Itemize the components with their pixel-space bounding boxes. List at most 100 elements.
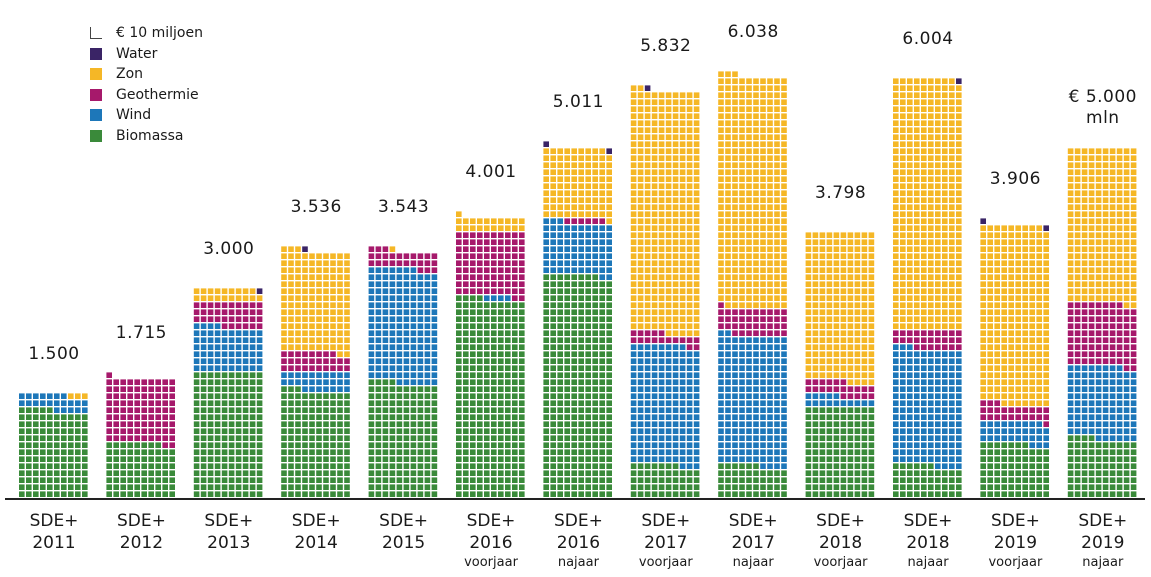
waffle-square-zon: [907, 176, 913, 182]
waffle-square-biomassa: [309, 491, 315, 497]
waffle-square-biomassa: [155, 491, 161, 497]
waffle-square-biomassa: [456, 379, 462, 385]
waffle-square-zon: [914, 162, 920, 168]
waffle-square-geothermie: [578, 218, 584, 224]
waffle-square-zon: [672, 197, 679, 203]
waffle-square-wind: [746, 351, 752, 357]
waffle-square-wind: [732, 456, 738, 462]
waffle-square-wind: [557, 232, 563, 238]
waffle-square-biomassa: [82, 477, 88, 483]
waffle-square-zon: [679, 218, 686, 224]
waffle-square-zon: [760, 246, 766, 252]
waffle-square-biomassa: [463, 351, 469, 357]
waffle-square-biomassa: [812, 484, 819, 490]
waffle-square-wind: [578, 225, 584, 231]
waffle-square-zon: [753, 253, 759, 259]
waffle-square-zon: [840, 246, 847, 252]
waffle-square-biomassa: [193, 372, 200, 378]
waffle-square-biomassa: [463, 400, 469, 406]
waffle-square-biomassa: [148, 484, 154, 490]
waffle-square-biomassa: [1036, 484, 1042, 490]
waffle-square-wind: [637, 372, 644, 378]
waffle-square-zon: [1008, 274, 1014, 280]
waffle-square-biomassa: [410, 463, 417, 469]
waffle-square-zon: [767, 260, 773, 266]
waffle-square-zon: [732, 85, 738, 91]
waffle-square-zon: [718, 85, 724, 91]
waffle-square-biomassa: [1102, 449, 1109, 455]
waffle-square-biomassa: [323, 470, 329, 476]
waffle-square-wind: [679, 449, 686, 455]
waffle-square-wind: [753, 421, 759, 427]
waffle-square-wind: [753, 435, 759, 441]
waffle-square-biomassa: [840, 428, 847, 434]
waffle-square-wind: [732, 372, 738, 378]
waffle-square-wind: [774, 379, 780, 385]
waffle-square-geothermie: [519, 288, 525, 294]
waffle-square-biomassa: [302, 484, 308, 490]
waffle-square-biomassa: [249, 484, 256, 490]
waffle-square-geothermie: [410, 260, 417, 266]
waffle-square-wind: [732, 358, 738, 364]
waffle-square-wind: [928, 414, 934, 420]
waffle-square-wind: [732, 393, 738, 399]
waffle-square-biomassa: [281, 428, 287, 434]
waffle-square-biomassa: [410, 484, 417, 490]
waffle-square-biomassa: [550, 386, 556, 392]
waffle-square-biomassa: [68, 428, 74, 434]
waffle-square-wind: [672, 344, 679, 350]
waffle-square-zon: [651, 134, 658, 140]
waffle-square-biomassa: [606, 323, 612, 329]
waffle-square-wind: [295, 379, 301, 385]
waffle-square-wind: [651, 435, 658, 441]
waffle-square-wind: [637, 428, 644, 434]
waffle-square-biomassa: [599, 316, 605, 322]
waffle-square-wind: [781, 386, 787, 392]
waffle-square-wind: [309, 386, 315, 392]
waffle-square-wind: [410, 267, 417, 273]
waffle-square-zon: [665, 274, 672, 280]
waffle-square-biomassa: [242, 386, 249, 392]
waffle-square-zon: [942, 190, 948, 196]
waffle-square-wind: [368, 330, 375, 336]
waffle-square-biomassa: [1067, 456, 1074, 462]
waffle-square-biomassa: [578, 358, 584, 364]
waffle-square-biomassa: [868, 484, 875, 490]
waffle-square-biomassa: [1008, 449, 1014, 455]
waffle-square-biomassa: [382, 463, 389, 469]
waffle-square-biomassa: [127, 456, 133, 462]
waffle-square-biomassa: [651, 463, 658, 469]
waffle-square-wind: [900, 421, 906, 427]
waffle-square-biomassa: [382, 456, 389, 462]
waffle-square-biomassa: [1008, 484, 1014, 490]
waffle-square-zon: [637, 113, 644, 119]
waffle-square-biomassa: [585, 295, 591, 301]
waffle-square-biomassa: [431, 428, 438, 434]
waffle-square-biomassa: [228, 414, 235, 420]
waffle-square-zon: [557, 197, 563, 203]
waffle-square-geothermie: [330, 365, 336, 371]
waffle-square-wind: [424, 295, 431, 301]
waffle-square-biomassa: [571, 337, 577, 343]
waffle-square-biomassa: [410, 470, 417, 476]
waffle-square-zon: [630, 176, 637, 182]
waffle-square-wind: [288, 379, 294, 385]
waffle-square-zon: [228, 288, 235, 294]
waffle-square-biomassa: [484, 484, 490, 490]
waffle-square-wind: [956, 393, 962, 399]
waffle-square-zon: [812, 302, 819, 308]
waffle-square-wind: [651, 421, 658, 427]
waffle-square-biomassa: [557, 337, 563, 343]
waffle-square-zon: [746, 134, 752, 140]
waffle-square-zon: [637, 218, 644, 224]
waffle-square-zon: [900, 106, 906, 112]
waffle-square-zon: [592, 190, 598, 196]
waffle-square-biomassa: [337, 442, 343, 448]
waffle-square-zon: [826, 253, 833, 259]
waffle-square-wind: [630, 365, 637, 371]
waffle-square-zon: [718, 162, 724, 168]
waffle-square-geothermie: [498, 232, 504, 238]
waffle-square-zon: [949, 267, 955, 273]
waffle-square-zon: [739, 85, 745, 91]
waffle-square-wind: [718, 337, 724, 343]
